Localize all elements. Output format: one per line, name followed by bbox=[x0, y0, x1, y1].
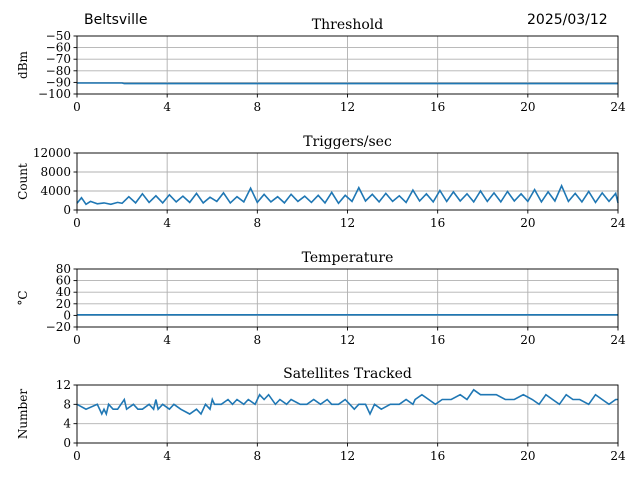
x-tick-label: 12 bbox=[340, 333, 355, 347]
x-tick-label: 8 bbox=[254, 100, 262, 114]
y-axis-label: °C bbox=[16, 290, 30, 305]
y-tick-label: 0 bbox=[63, 308, 71, 322]
y-tick-label: −50 bbox=[46, 29, 71, 43]
y-tick-label: −80 bbox=[46, 64, 71, 78]
y-axis-label: Number bbox=[16, 389, 30, 439]
y-tick-label: 60 bbox=[56, 274, 71, 288]
y-tick-label: −100 bbox=[38, 87, 71, 101]
x-tick-label: 16 bbox=[430, 100, 445, 114]
y-tick-label: 8000 bbox=[40, 165, 71, 179]
x-tick-label: 8 bbox=[254, 449, 262, 463]
x-tick-label: 0 bbox=[73, 449, 81, 463]
chart-title: Threshold bbox=[312, 17, 383, 33]
y-tick-label: −90 bbox=[46, 75, 71, 89]
x-tick-label: 20 bbox=[520, 449, 535, 463]
y-tick-label: 12 bbox=[56, 378, 71, 392]
y-tick-label: 0 bbox=[63, 436, 71, 450]
x-tick-label: 12 bbox=[340, 216, 355, 230]
x-tick-label: 8 bbox=[254, 333, 262, 347]
x-tick-label: 24 bbox=[610, 333, 626, 347]
chart-title: Temperature bbox=[302, 250, 394, 266]
y-tick-label: 40 bbox=[56, 285, 71, 299]
chart-title: Satellites Tracked bbox=[283, 366, 412, 382]
x-tick-label: 0 bbox=[73, 100, 81, 114]
series-line bbox=[76, 183, 619, 206]
date-label: 2025/03/12 bbox=[527, 12, 608, 28]
site-name: Beltsville bbox=[84, 12, 148, 28]
x-tick-label: 16 bbox=[430, 216, 445, 230]
x-tick-label: 4 bbox=[163, 100, 171, 114]
x-tick-label: 20 bbox=[520, 216, 535, 230]
x-tick-label: 4 bbox=[163, 333, 171, 347]
x-tick-label: 24 bbox=[610, 216, 626, 230]
y-tick-label: −60 bbox=[46, 41, 71, 55]
x-tick-label: 16 bbox=[430, 333, 445, 347]
x-tick-label: 20 bbox=[520, 333, 535, 347]
y-axis-label: Count bbox=[16, 163, 30, 200]
x-tick-label: 4 bbox=[163, 216, 171, 230]
x-tick-label: 12 bbox=[340, 100, 355, 114]
series-line bbox=[77, 82, 618, 85]
x-tick-label: 12 bbox=[340, 449, 355, 463]
chart-title: Triggers/sec bbox=[303, 134, 392, 150]
y-tick-label: 8 bbox=[63, 397, 71, 411]
y-tick-label: 0 bbox=[63, 203, 71, 217]
y-tick-label: −70 bbox=[46, 52, 71, 66]
y-axis-label: dBm bbox=[16, 50, 30, 79]
y-tick-label: 12000 bbox=[33, 146, 71, 160]
x-tick-label: 16 bbox=[430, 449, 445, 463]
y-tick-label: −20 bbox=[46, 320, 71, 334]
series-line bbox=[76, 388, 618, 417]
x-tick-label: 0 bbox=[73, 216, 81, 230]
y-tick-label: 80 bbox=[56, 262, 71, 276]
x-tick-label: 20 bbox=[520, 100, 535, 114]
y-tick-label: 4 bbox=[63, 417, 71, 431]
y-tick-label: 20 bbox=[56, 297, 71, 311]
y-tick-label: 4000 bbox=[40, 184, 71, 198]
x-tick-label: 24 bbox=[610, 100, 626, 114]
x-tick-label: 0 bbox=[73, 333, 81, 347]
x-tick-label: 24 bbox=[610, 449, 626, 463]
x-tick-label: 8 bbox=[254, 216, 262, 230]
x-tick-label: 4 bbox=[163, 449, 171, 463]
